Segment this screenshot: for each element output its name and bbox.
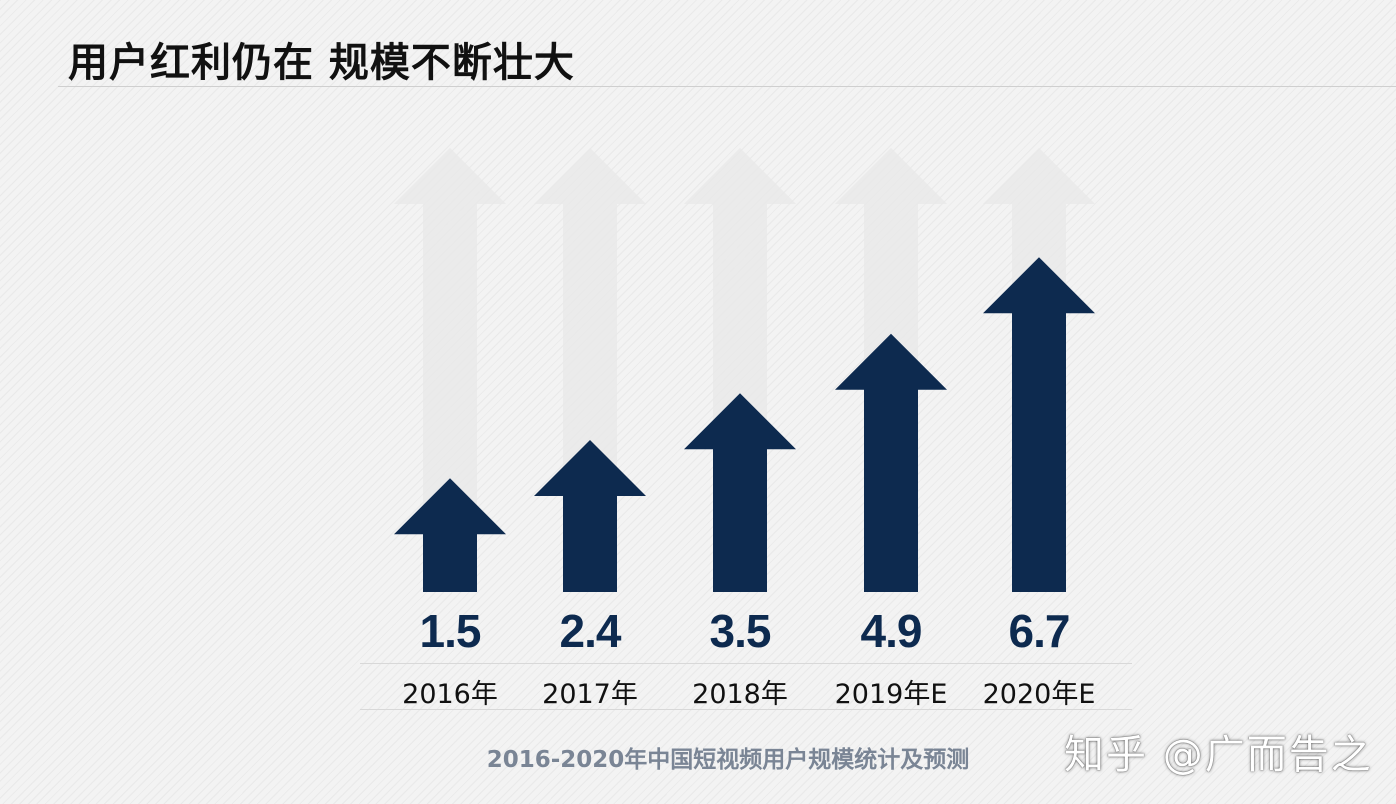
category-label-2016: 2016年 (402, 679, 498, 710)
value-arrow-2019年E (835, 333, 947, 592)
ghost-arrow-1 (394, 148, 506, 592)
value-arrow-2016年 (394, 478, 506, 592)
value-arrow-2020年E (983, 257, 1095, 592)
category-label-2018: 2018年 (692, 679, 788, 710)
page-title: 用户红利仍在 规模不断壮大 (68, 40, 575, 86)
ghost-arrow-2 (534, 148, 646, 592)
value-label-2019: 4.9 (860, 605, 923, 657)
value-label-2016: 1.5 (419, 605, 482, 657)
ghost-arrow-3 (684, 148, 796, 592)
value-label-2020: 6.7 (1008, 605, 1071, 657)
value-label-2017: 2.4 (559, 605, 622, 657)
axis-divider-top (360, 663, 1132, 664)
source-credit: 知乎 @广而告之 (1064, 732, 1373, 778)
value-label-2018: 3.5 (709, 605, 772, 657)
value-arrow-2017年 (534, 440, 646, 592)
category-label-2020: 2020年E (982, 679, 1096, 710)
value-arrow-2018年 (684, 393, 796, 592)
title-divider (58, 86, 1396, 87)
chart-caption: 2016-2020年中国短视频用户规模统计及预测 (486, 747, 970, 773)
axis-divider-bottom (360, 709, 1132, 710)
category-label-2019: 2019年E (834, 679, 948, 710)
category-label-2017: 2017年 (542, 679, 638, 710)
